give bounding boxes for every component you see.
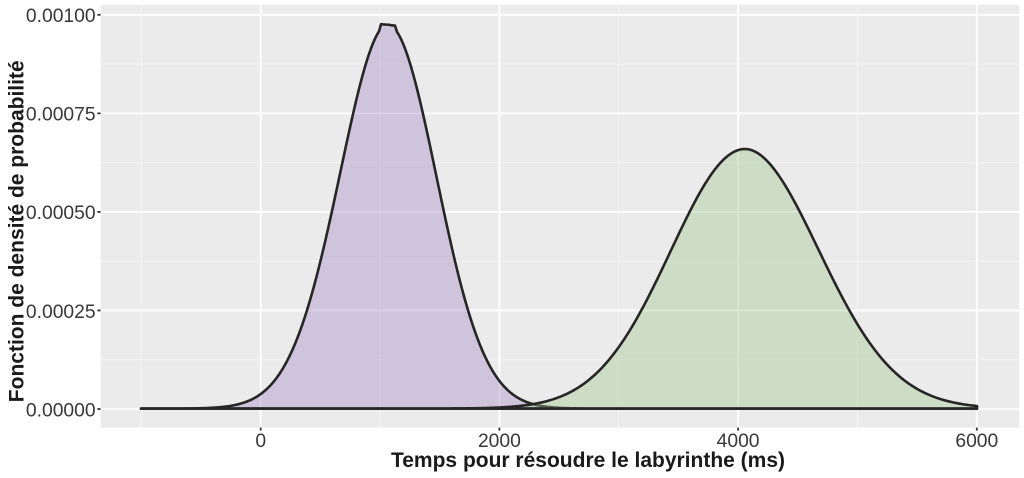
svg-text:Temps pour résoudre le labyrin: Temps pour résoudre le labyrinthe (ms) xyxy=(391,449,785,472)
svg-text:0.00075: 0.00075 xyxy=(26,105,96,126)
svg-text:0.00050: 0.00050 xyxy=(26,203,96,224)
svg-text:2000: 2000 xyxy=(478,431,521,452)
svg-text:4000: 4000 xyxy=(717,431,760,452)
svg-text:0: 0 xyxy=(255,431,266,452)
svg-text:0.00000: 0.00000 xyxy=(26,400,96,421)
svg-text:Fonction de densité de probabi: Fonction de densité de probabilité xyxy=(5,60,28,402)
svg-text:0.00100: 0.00100 xyxy=(26,6,96,27)
svg-text:6000: 6000 xyxy=(955,431,998,452)
svg-text:0.00025: 0.00025 xyxy=(26,302,96,323)
